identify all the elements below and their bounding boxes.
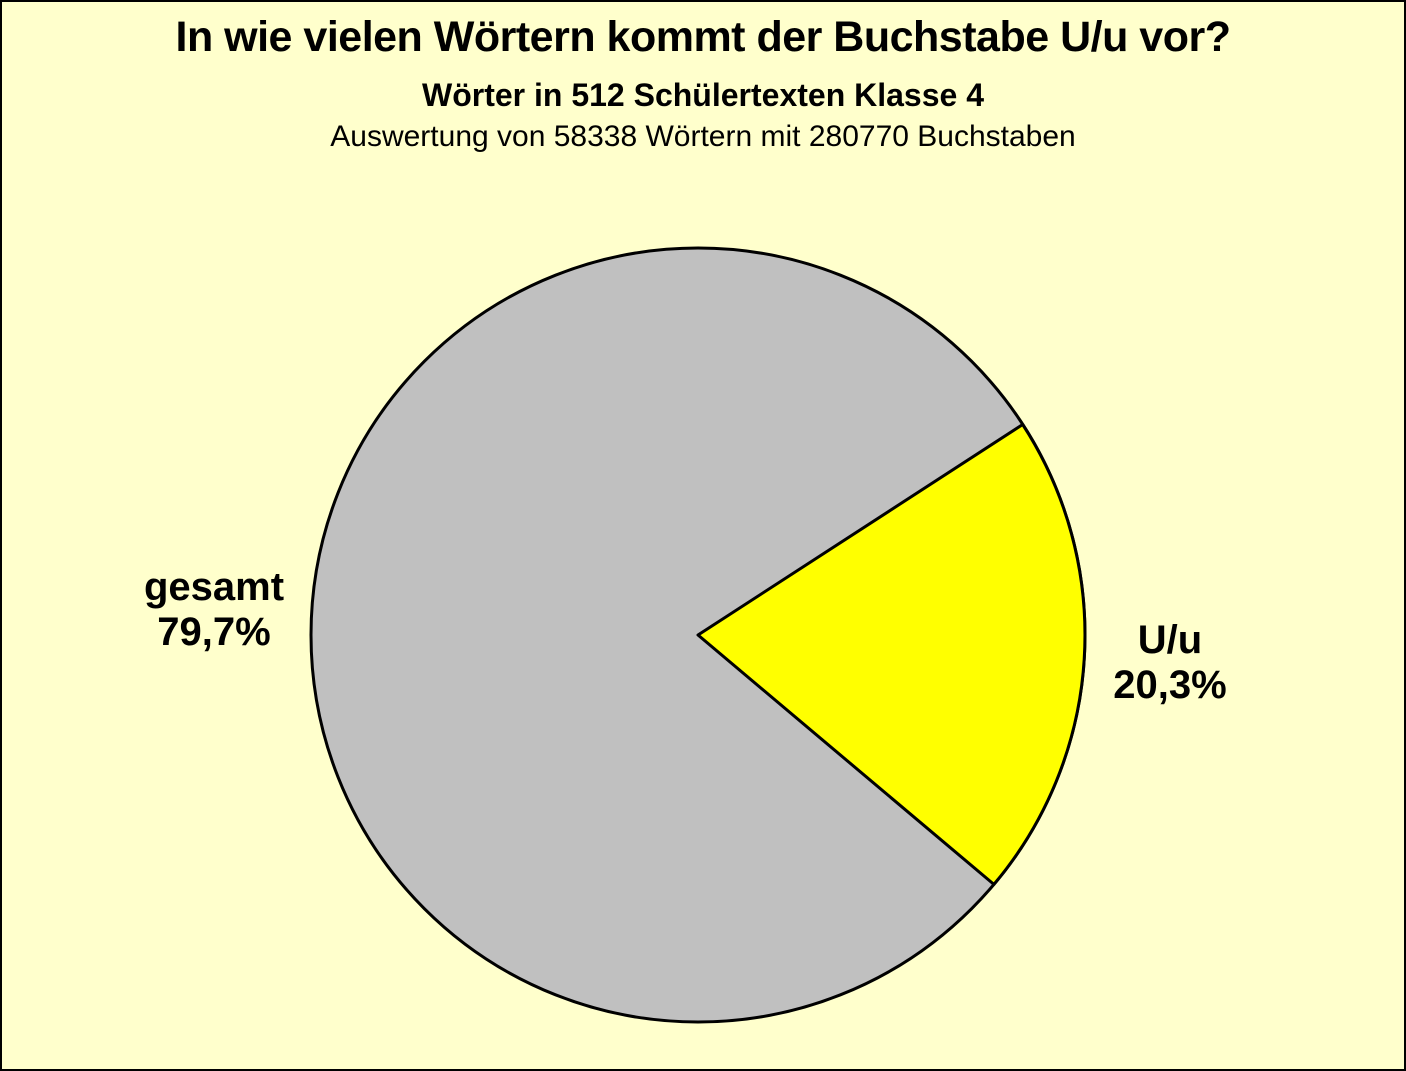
pie-slice-uu: [696, 423, 1087, 886]
chart-header: In wie vielen Wörtern kommt der Buchstab…: [2, 14, 1404, 153]
label-uu: U/u 20,3%: [1050, 618, 1290, 708]
label-uu-value: 20,3%: [1113, 663, 1227, 707]
chart-annotation: Auswertung von 58338 Wörtern mit 280770 …: [330, 120, 1076, 153]
label-gesamt-name: gesamt: [143, 565, 285, 609]
chart-subtitle: Wörter in 512 Schülertexten Klasse 4: [422, 77, 984, 113]
label-gesamt-value: 79,7%: [157, 610, 271, 654]
label-uu-name: U/u: [1137, 618, 1203, 662]
label-gesamt: gesamt 79,7%: [94, 565, 334, 655]
chart-title: In wie vielen Wörtern kommt der Buchstab…: [175, 13, 1231, 61]
